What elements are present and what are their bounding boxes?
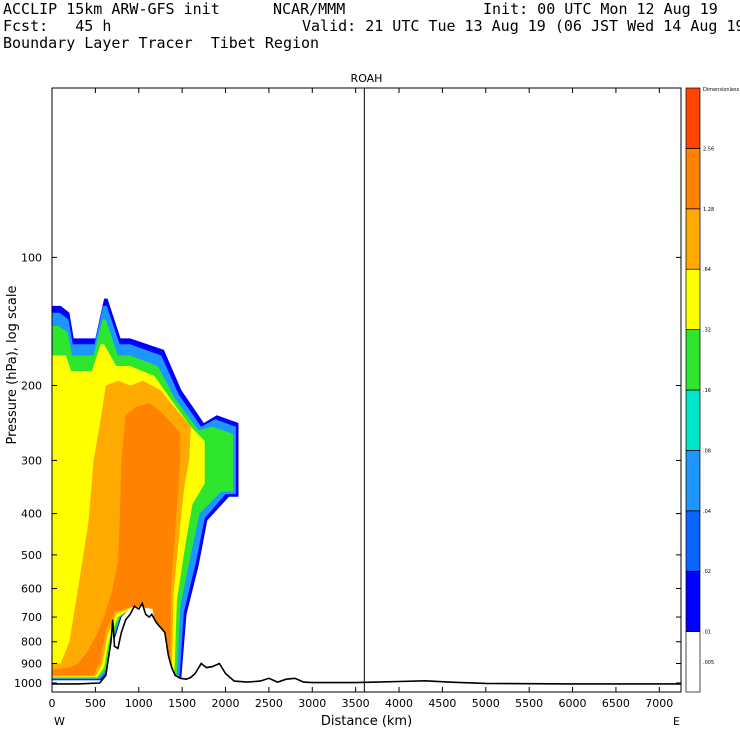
y-axis: 100 200 300 400 500 600 700 800 900 1000 bbox=[14, 251, 681, 690]
colorbar-level-label: .005 bbox=[703, 660, 714, 666]
colorbar-swatch bbox=[685, 268, 701, 330]
colorbar-swatch bbox=[685, 208, 701, 270]
header-valid: Valid: 21 UTC Tue 13 Aug 19 (06 JST Wed … bbox=[302, 17, 740, 35]
colorbar-swatch bbox=[685, 570, 701, 632]
y-axis-label: Pressure (hPa), log scale bbox=[5, 286, 20, 445]
west-end-label: W bbox=[54, 715, 65, 728]
y-tick-label: 500 bbox=[21, 549, 42, 562]
colorbar-swatch bbox=[685, 631, 701, 693]
tracer-fills bbox=[52, 291, 241, 682]
terrain-ground bbox=[52, 603, 681, 692]
x-axis: 0 500 1000 1500 2000 2500 3000 3500 4000 4500 5000… bbox=[49, 88, 673, 710]
colorbar-swatch bbox=[685, 148, 701, 210]
tracer-region bbox=[52, 403, 181, 676]
colorbar-level-label: .02 bbox=[703, 569, 711, 575]
x-tick-label: 0 bbox=[49, 697, 56, 710]
colorbar-level-label: .32 bbox=[703, 328, 711, 334]
header-forecast: Fcst: 45 h bbox=[3, 17, 112, 35]
colorbar-level-label: .64 bbox=[703, 267, 711, 273]
colorbar-level-label: 1.28 bbox=[703, 207, 714, 213]
x-tick-label: 6500 bbox=[602, 697, 630, 710]
east-end-label: E bbox=[673, 715, 680, 728]
x-tick-label: 500 bbox=[85, 697, 106, 710]
x-tick-label: 1000 bbox=[125, 697, 153, 710]
colorbar-swatch bbox=[685, 510, 701, 572]
y-tick-label: 900 bbox=[21, 658, 42, 671]
colorbar-level-label: .04 bbox=[703, 509, 711, 515]
plot-frame bbox=[51, 87, 682, 693]
x-tick-label: 4500 bbox=[428, 697, 456, 710]
terrain-layer bbox=[52, 601, 681, 692]
colorbar-level-label: .16 bbox=[703, 388, 711, 394]
colorbar-unit-label: Dimensionless bbox=[703, 87, 740, 93]
terrain-line bbox=[52, 601, 681, 685]
colorbar-level-label: 2.56 bbox=[703, 146, 714, 152]
colorbar-swatch bbox=[685, 329, 701, 391]
x-tick-label: 2500 bbox=[255, 697, 283, 710]
x-tick-label: 1500 bbox=[168, 697, 196, 710]
x-tick-label: 4000 bbox=[385, 697, 413, 710]
y-tick-label: 800 bbox=[21, 636, 42, 649]
x-tick-label: 5500 bbox=[515, 697, 543, 710]
colorbar: .005 .01 .02 .04 .08 .16 .32 .64 1.28 2.56 Dimensi… bbox=[685, 87, 740, 693]
x-tick-label: 3500 bbox=[342, 697, 370, 710]
header-model: ACCLIP 15km ARW-GFS init bbox=[3, 0, 220, 18]
header-field: Boundary Layer Tracer Tibet Region bbox=[3, 34, 320, 52]
x-tick-label: 2000 bbox=[212, 697, 240, 710]
chart-title: ROAH bbox=[351, 72, 383, 85]
y-tick-label: 700 bbox=[21, 611, 42, 624]
y-tick-label: 400 bbox=[21, 508, 42, 521]
y-tick-label: 300 bbox=[21, 454, 42, 467]
y-tick-label: 600 bbox=[21, 583, 42, 596]
colorbar-swatch bbox=[685, 87, 701, 149]
x-tick-label: 5000 bbox=[472, 697, 500, 710]
y-tick-label: 200 bbox=[21, 379, 42, 392]
x-tick-label: 7000 bbox=[645, 697, 673, 710]
x-tick-label: 6000 bbox=[559, 697, 587, 710]
x-tick-label: 3000 bbox=[298, 697, 326, 710]
colorbar-swatch bbox=[685, 389, 701, 451]
x-axis-label: Distance (km) bbox=[321, 714, 412, 729]
header-init: Init: 00 UTC Mon 12 Aug 19 bbox=[483, 0, 718, 18]
colorbar-level-label: .01 bbox=[703, 630, 711, 636]
colorbar-swatch bbox=[685, 450, 701, 512]
y-tick-label: 1000 bbox=[14, 677, 42, 690]
colorbar-level-label: .08 bbox=[703, 448, 711, 454]
y-tick-label: 100 bbox=[21, 251, 42, 264]
header-org: NCAR/MMM bbox=[273, 0, 346, 18]
